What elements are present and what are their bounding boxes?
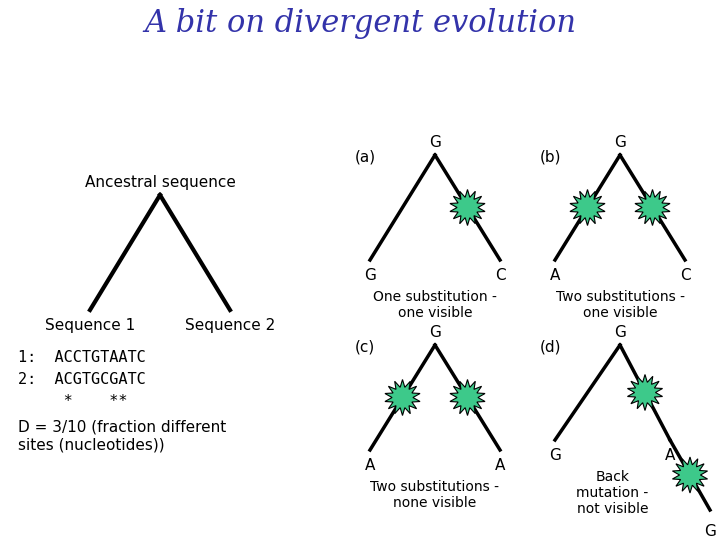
Text: G: G bbox=[549, 448, 561, 463]
Text: Back
mutation -
not visible: Back mutation - not visible bbox=[577, 470, 649, 516]
Polygon shape bbox=[672, 457, 708, 493]
Polygon shape bbox=[450, 380, 485, 415]
Text: Sequence 1: Sequence 1 bbox=[45, 318, 135, 333]
Text: (b): (b) bbox=[540, 150, 562, 165]
Text: G: G bbox=[429, 135, 441, 150]
Text: Sequence 2: Sequence 2 bbox=[185, 318, 275, 333]
Text: G: G bbox=[614, 135, 626, 150]
Text: Ancestral sequence: Ancestral sequence bbox=[84, 175, 235, 190]
Polygon shape bbox=[450, 190, 485, 226]
Polygon shape bbox=[570, 190, 605, 226]
Polygon shape bbox=[635, 190, 670, 226]
Text: G: G bbox=[364, 268, 376, 283]
Text: A: A bbox=[550, 268, 560, 283]
Text: G: G bbox=[429, 325, 441, 340]
Text: A bit on divergent evolution: A bit on divergent evolution bbox=[144, 8, 576, 39]
Text: C: C bbox=[680, 268, 690, 283]
Text: (c): (c) bbox=[355, 340, 375, 355]
Text: *    **: * ** bbox=[18, 394, 127, 409]
Text: D = 3/10 (fraction different
sites (nucleotides)): D = 3/10 (fraction different sites (nucl… bbox=[18, 420, 226, 453]
Text: G: G bbox=[704, 524, 716, 539]
Polygon shape bbox=[627, 375, 662, 410]
Text: 2:  ACGTGCGATC: 2: ACGTGCGATC bbox=[18, 372, 145, 387]
Text: Two substitutions -
none visible: Two substitutions - none visible bbox=[371, 480, 500, 510]
Text: (a): (a) bbox=[355, 150, 376, 165]
Polygon shape bbox=[385, 380, 420, 415]
Text: A: A bbox=[495, 458, 505, 473]
Text: G: G bbox=[614, 325, 626, 340]
Text: (d): (d) bbox=[540, 340, 562, 355]
Text: One substitution -
one visible: One substitution - one visible bbox=[373, 290, 497, 320]
Text: Two substitutions -
one visible: Two substitutions - one visible bbox=[556, 290, 685, 320]
Text: A: A bbox=[665, 448, 675, 463]
Text: C: C bbox=[495, 268, 505, 283]
Text: 1:  ACCTGTAATC: 1: ACCTGTAATC bbox=[18, 350, 145, 365]
Text: A: A bbox=[365, 458, 375, 473]
